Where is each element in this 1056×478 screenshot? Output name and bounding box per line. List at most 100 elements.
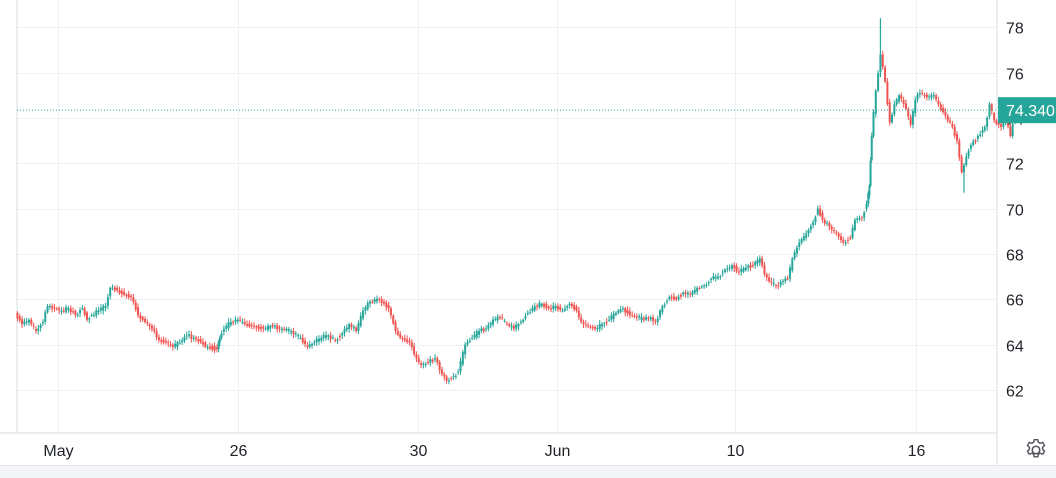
candle-body bbox=[438, 361, 441, 371]
candle-body bbox=[146, 321, 149, 323]
candle-body bbox=[835, 232, 838, 234]
candle-body bbox=[308, 344, 311, 347]
candle-body bbox=[573, 304, 576, 310]
candle-body bbox=[246, 324, 249, 326]
candle-body bbox=[21, 319, 24, 325]
candle-body bbox=[46, 306, 49, 313]
candle-body bbox=[684, 292, 687, 294]
candle-body bbox=[190, 334, 193, 339]
candle-body bbox=[526, 312, 529, 314]
candle-body bbox=[612, 313, 615, 319]
candle-body bbox=[536, 306, 539, 308]
candle-body bbox=[677, 296, 680, 300]
candle-body bbox=[628, 311, 631, 316]
candle-body bbox=[793, 252, 796, 259]
candle-body bbox=[155, 331, 158, 338]
candle-body bbox=[489, 323, 492, 326]
candle-body bbox=[858, 218, 861, 220]
candle-body bbox=[566, 306, 569, 309]
candle-body bbox=[874, 90, 877, 114]
candle-body bbox=[886, 81, 889, 105]
x-tick-label: 30 bbox=[410, 443, 428, 460]
candle-body bbox=[617, 310, 620, 313]
candle-body bbox=[95, 310, 98, 316]
candle-body bbox=[125, 294, 128, 296]
candle-body bbox=[645, 316, 648, 320]
candle-body bbox=[34, 329, 37, 331]
candle-body bbox=[359, 315, 362, 326]
candle-body bbox=[350, 324, 353, 327]
candle-body bbox=[1009, 126, 1012, 137]
candle-body bbox=[424, 363, 427, 365]
candle-body bbox=[48, 305, 51, 307]
candle-body bbox=[686, 292, 689, 295]
candle-body bbox=[951, 123, 954, 127]
bottom-scrollbar-strip bbox=[0, 465, 1056, 478]
candle-body bbox=[956, 133, 958, 141]
candle-body bbox=[422, 363, 425, 365]
candle-body bbox=[496, 316, 499, 321]
candle-body bbox=[30, 319, 33, 325]
candle-body bbox=[123, 291, 126, 295]
candle-body bbox=[322, 335, 325, 338]
candle-body bbox=[99, 307, 102, 311]
candle-body bbox=[217, 341, 220, 350]
candle-body bbox=[232, 321, 235, 323]
candle-body bbox=[215, 347, 218, 350]
candle-body bbox=[700, 286, 703, 288]
candle-body bbox=[81, 308, 84, 310]
candles-series bbox=[16, 18, 1016, 385]
candle-body bbox=[60, 310, 63, 312]
candle-body bbox=[132, 296, 135, 303]
candle-body bbox=[53, 307, 56, 309]
candle-body bbox=[737, 271, 740, 273]
settings-gear-icon[interactable] bbox=[1023, 437, 1049, 463]
candle-body bbox=[127, 294, 130, 298]
candle-body bbox=[522, 319, 525, 322]
candle-body bbox=[580, 317, 583, 322]
candle-body bbox=[652, 317, 655, 322]
candle-body bbox=[106, 297, 109, 307]
last-price-tag: 74.340 bbox=[998, 97, 1056, 124]
candle-body bbox=[561, 310, 564, 312]
candle-body bbox=[512, 325, 515, 329]
y-tick-label: 66 bbox=[1006, 293, 1024, 310]
grid bbox=[17, 0, 997, 433]
candle-body bbox=[174, 343, 177, 347]
candle-body bbox=[278, 327, 281, 329]
candle-body bbox=[895, 99, 898, 105]
candle-body bbox=[162, 339, 165, 343]
candle-body bbox=[236, 319, 239, 322]
candle-body bbox=[672, 296, 675, 300]
candle-body bbox=[844, 242, 847, 244]
candle-body bbox=[23, 321, 26, 325]
candle-body bbox=[983, 126, 986, 131]
candle-body bbox=[675, 297, 678, 300]
candle-body bbox=[728, 267, 731, 269]
candle-body bbox=[450, 378, 453, 380]
candle-body bbox=[626, 309, 629, 314]
candle-body bbox=[893, 104, 896, 115]
candle-body bbox=[487, 325, 490, 329]
candle-body bbox=[253, 325, 256, 327]
candle-body bbox=[821, 212, 824, 220]
candle-body bbox=[301, 337, 304, 343]
candle-body bbox=[717, 276, 720, 279]
candle-body bbox=[260, 327, 262, 329]
candle-body bbox=[434, 358, 436, 360]
candle-body bbox=[324, 335, 327, 339]
candle-body bbox=[436, 358, 439, 363]
candle-body bbox=[730, 265, 733, 269]
candle-body bbox=[273, 326, 276, 328]
candle-body bbox=[485, 328, 488, 330]
candle-body bbox=[266, 325, 269, 330]
candle-body bbox=[742, 268, 745, 272]
candle-body bbox=[220, 333, 223, 338]
candle-body bbox=[816, 208, 819, 215]
candle-body bbox=[647, 317, 650, 320]
candle-body bbox=[225, 325, 228, 329]
candle-body bbox=[447, 380, 450, 382]
candle-body bbox=[974, 140, 977, 142]
candle-body bbox=[178, 342, 181, 344]
candle-body bbox=[517, 324, 520, 327]
